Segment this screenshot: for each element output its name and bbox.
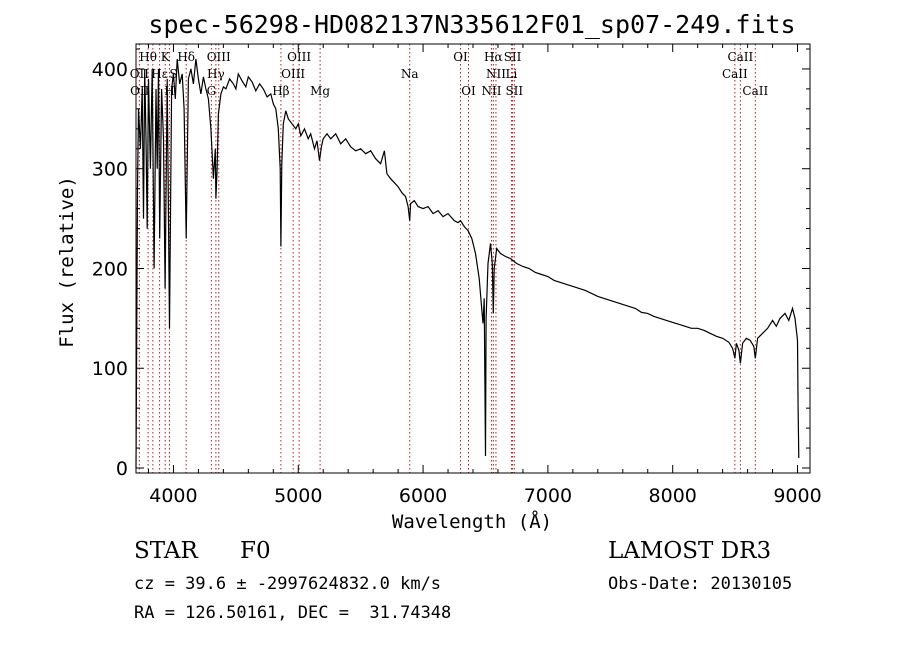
redshift-text: cz = 39.6 ± -2997624832.0 km/s xyxy=(134,574,442,594)
chart-title: spec-56298-HD082137N335612F01_sp07-249.f… xyxy=(148,10,795,39)
spectral-line-label: CaII xyxy=(742,84,768,98)
obs-date-text: Obs-Date: 20130105 xyxy=(608,574,793,594)
spectral-line-label: Na xyxy=(401,67,419,81)
x-axis-ticks: 4000 5000 6000 7000 8000 9000 xyxy=(147,44,822,507)
x-tick-label: 4000 xyxy=(149,485,197,507)
y-tick-label: 100 xyxy=(92,358,128,380)
x-tick-label: 7000 xyxy=(524,485,572,507)
spectral-line-label: Mg xyxy=(310,84,330,98)
y-tick-label: 200 xyxy=(92,258,128,280)
object-subclass: F0 xyxy=(240,538,271,564)
x-axis-label: Wavelength (Å) xyxy=(392,510,552,533)
survey-name: LAMOST DR3 xyxy=(608,538,772,564)
y-axis-label: Flux (relative) xyxy=(56,176,78,348)
plot-frame xyxy=(135,43,811,474)
spectral-line-label: OIII xyxy=(281,67,305,81)
x-tick-label: 6000 xyxy=(399,485,447,507)
spectral-line-label: OI xyxy=(453,50,468,64)
spectral-line-label: Hα xyxy=(484,50,503,64)
spectral-line-label: Hγ xyxy=(207,67,225,81)
spectral-line-label: Hβ xyxy=(272,84,289,98)
spectral-line-label: Hε xyxy=(151,67,168,81)
spectral-line-label: OI xyxy=(461,84,476,98)
object-class: STAR xyxy=(134,538,198,564)
spectral-line-label: Hδ xyxy=(177,50,195,64)
x-tick-label: 9000 xyxy=(773,485,821,507)
y-tick-label: 400 xyxy=(92,59,128,81)
coordinates-text: RA = 126.50161, DEC = 31.74348 xyxy=(134,603,452,623)
spectral-line-markers xyxy=(138,44,756,473)
y-tick-label: 300 xyxy=(92,159,128,181)
spectral-line-label: SII xyxy=(504,50,522,64)
spectral-line-label: G xyxy=(207,84,217,98)
spectral-line-label: OIII xyxy=(207,50,231,64)
x-tick-label: 5000 xyxy=(274,485,322,507)
spectral-line-label: OIII xyxy=(287,50,311,64)
spectrum-line xyxy=(135,58,800,469)
spectral-line-label: Hθ xyxy=(139,50,157,64)
spectral-line-label: NII xyxy=(481,84,501,98)
spectral-line-label: K xyxy=(161,50,171,64)
y-axis-ticks: 0 100 200 300 400 xyxy=(92,48,810,480)
x-tick-label: 8000 xyxy=(649,485,697,507)
spectral-line-label: NII xyxy=(486,67,506,81)
spectral-line-label: OII xyxy=(130,84,150,98)
spectral-line-label: CaII xyxy=(722,67,748,81)
spectral-line-label: SII xyxy=(505,84,523,98)
y-tick-label: 0 xyxy=(116,458,128,480)
spectral-line-label: CaII xyxy=(727,50,753,64)
spectral-line-label: Li xyxy=(506,67,518,81)
spectral-line-label: H xyxy=(164,84,174,98)
